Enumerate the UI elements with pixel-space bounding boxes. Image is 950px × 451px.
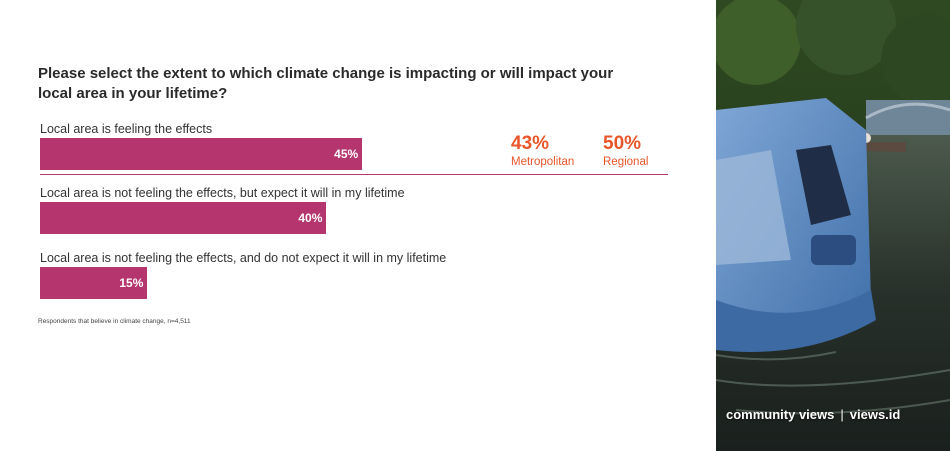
bar-value-3: 15% <box>119 276 144 290</box>
metropolitan-value: 43% <box>511 133 550 154</box>
flooded-car-photo <box>716 0 950 451</box>
regional-value: 50% <box>603 133 642 154</box>
regional-stat: 50% Regional <box>603 133 648 169</box>
flooded-car-icon <box>716 0 950 451</box>
bar-value-1: 45% <box>334 147 359 161</box>
metropolitan-stat: 43% Metropolitan <box>511 133 574 169</box>
bar-1: 45% <box>40 138 363 170</box>
footnote: Respondents that believe in climate chan… <box>38 318 191 325</box>
chart-title: Please select the extent to which climat… <box>38 65 614 102</box>
brand-url: views.id <box>849 407 901 422</box>
bar-value-2: 40% <box>298 211 323 225</box>
brand-footer: community views | views.id <box>726 407 900 422</box>
regional-label: Regional <box>603 156 649 168</box>
brand-name: community views <box>726 407 835 422</box>
bar-3: 15% <box>40 267 148 299</box>
brand-separator: | <box>840 407 844 422</box>
category-label-1: Local area is feeling the effects <box>40 122 213 136</box>
metropolitan-label: Metropolitan <box>511 156 575 168</box>
bar-2: 40% <box>40 202 327 234</box>
category-label-3: Local area is not feeling the effects, a… <box>40 251 447 265</box>
category-label-2: Local area is not feeling the effects, b… <box>40 186 405 200</box>
divider-line <box>40 174 668 175</box>
